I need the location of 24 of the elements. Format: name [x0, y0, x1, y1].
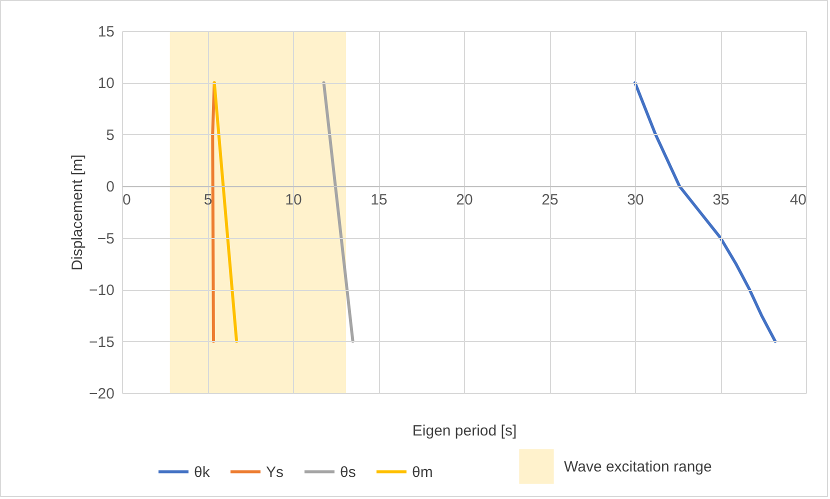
x-tick-label: 25 — [542, 192, 558, 209]
y-axis-title: Displacement [m] — [69, 154, 86, 270]
y-tick-label: 10 — [98, 75, 114, 92]
y-tick-label: 0 — [106, 178, 114, 196]
x-tick-label: 30 — [627, 192, 644, 209]
y-tick-label: −5 — [97, 230, 114, 248]
x-tick-label: 10 — [285, 192, 302, 209]
x-tick-label: 15 — [370, 192, 388, 209]
legend-label: Wave excitation range — [564, 458, 712, 476]
x-tick-label: 35 — [712, 192, 730, 209]
x-tick-label: 0 — [122, 192, 131, 209]
y-tick-label: −10 — [89, 282, 114, 300]
x-tick-label: 20 — [456, 192, 473, 209]
y-tick-label: 5 — [106, 126, 114, 144]
y-tick-label: −20 — [89, 386, 114, 402]
legend-label: θs — [340, 464, 356, 481]
y-tick-label: −15 — [89, 334, 114, 351]
x-tick-label: 40 — [790, 192, 806, 209]
legend-label: Ys — [266, 464, 284, 481]
y-tick-label: 15 — [98, 24, 114, 40]
x-axis-title: Eigen period [s] — [412, 422, 517, 440]
legend-label: θm — [412, 464, 433, 481]
x-tick-label: 5 — [204, 192, 212, 209]
legend-label: θk — [194, 464, 210, 481]
